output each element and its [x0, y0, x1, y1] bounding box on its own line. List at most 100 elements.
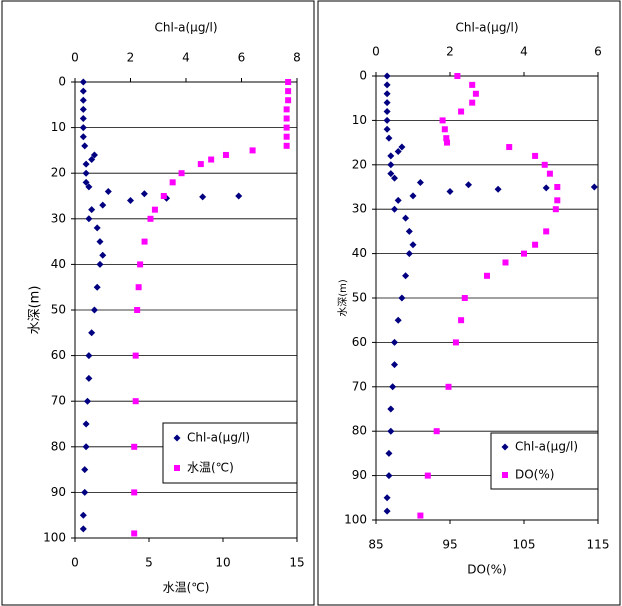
data-point — [469, 81, 476, 88]
data-point — [249, 147, 256, 154]
data-point — [461, 295, 468, 301]
data-point — [443, 135, 450, 142]
data-point — [79, 511, 87, 519]
y-axis-title: 水深(m) — [337, 279, 349, 317]
x-tick-label: 105 — [513, 538, 536, 552]
x-tick-label: 115 — [587, 538, 610, 552]
y-tick-label: 90 — [51, 485, 66, 499]
data-point — [383, 116, 391, 124]
y-tick-label: 90 — [352, 468, 367, 482]
data-point — [135, 284, 142, 291]
y-tick-label: 80 — [352, 424, 367, 438]
data-point — [90, 306, 98, 314]
data-point — [409, 241, 417, 249]
data-point — [141, 238, 148, 245]
x2-axis-title: Chl-a(μg/l) — [456, 21, 519, 35]
legend-label: Chl-a(μg/l) — [187, 431, 250, 445]
data-point — [590, 183, 598, 191]
y-tick-label: 60 — [51, 348, 66, 362]
data-point — [79, 87, 87, 95]
data-point — [79, 525, 87, 533]
data-point — [383, 108, 391, 116]
data-point — [484, 272, 490, 279]
y-tick-label: 0 — [58, 75, 66, 89]
data-point — [472, 90, 479, 97]
data-point — [465, 181, 472, 189]
x2-tick-label: 0 — [372, 45, 380, 59]
data-point — [197, 161, 204, 168]
data-point — [391, 174, 398, 182]
x-axis-title: DO(%) — [467, 563, 506, 577]
data-point — [402, 272, 410, 280]
data-point — [424, 472, 431, 479]
y-tick-label: 100 — [344, 513, 367, 527]
data-point — [285, 88, 292, 95]
data-point — [131, 530, 138, 537]
data-point — [387, 427, 395, 435]
y-axis-title: 水深(m) — [28, 286, 43, 335]
legend-box — [490, 432, 599, 490]
x-tick-label: 10 — [215, 556, 230, 570]
data-point — [446, 187, 454, 195]
data-point — [79, 105, 87, 113]
data-point — [96, 238, 104, 246]
data-point — [83, 397, 91, 405]
data-point — [82, 169, 90, 177]
data-point — [543, 228, 550, 235]
data-point — [409, 192, 417, 200]
data-point — [147, 215, 154, 222]
data-point — [521, 250, 527, 257]
data-point — [81, 466, 89, 474]
data-point — [458, 108, 465, 115]
data-point — [93, 283, 101, 291]
data-point — [82, 160, 90, 168]
data-point — [383, 90, 391, 98]
data-point — [79, 114, 87, 122]
data-point — [385, 449, 393, 457]
data-point — [208, 156, 215, 163]
data-point — [394, 316, 402, 324]
legend-marker — [501, 443, 509, 451]
x-tick-label: 5 — [145, 556, 153, 570]
legend-label: 水温(℃) — [187, 461, 234, 475]
y-tick-label: 20 — [51, 166, 66, 180]
data-point — [79, 124, 87, 132]
data-point — [383, 507, 391, 515]
data-point — [131, 489, 138, 496]
data-point — [405, 250, 413, 258]
data-point — [554, 197, 561, 204]
data-point — [90, 151, 98, 159]
data-point — [99, 251, 107, 259]
data-point — [441, 126, 448, 133]
data-point — [532, 241, 539, 248]
x-axis-title: 水温(℃) — [163, 581, 210, 595]
data-point — [132, 398, 139, 405]
data-point — [402, 214, 410, 222]
data-point — [502, 259, 509, 266]
data-point — [387, 170, 395, 178]
data-point — [79, 133, 87, 141]
data-point — [391, 361, 398, 369]
data-point — [506, 144, 513, 151]
data-point — [160, 193, 167, 199]
data-point — [405, 227, 413, 235]
data-point — [383, 81, 391, 89]
data-point — [398, 143, 406, 151]
x2-tick-label: 0 — [71, 51, 79, 65]
data-point — [283, 106, 290, 113]
data-point — [88, 206, 96, 214]
legend-marker — [173, 434, 181, 442]
data-point — [285, 79, 292, 85]
data-point — [199, 193, 207, 201]
data-point — [178, 170, 185, 177]
y-tick-label: 70 — [51, 394, 66, 408]
data-point — [398, 294, 406, 302]
data-point — [88, 156, 96, 164]
data-point — [85, 183, 93, 191]
x2-tick-label: 2 — [446, 45, 454, 59]
data-point — [283, 133, 290, 140]
data-point — [85, 215, 93, 223]
data-point — [394, 196, 402, 204]
data-point — [137, 261, 144, 268]
data-point — [494, 185, 502, 193]
